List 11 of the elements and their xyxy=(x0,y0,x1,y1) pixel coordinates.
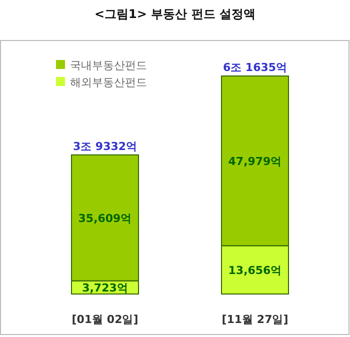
x-tick-label: [01월 02일] xyxy=(72,313,138,326)
legend-label: 국내부동산펀드 xyxy=(70,59,147,72)
data-label: 47,979억 xyxy=(228,154,282,168)
x-tick-label: [11월 27일] xyxy=(222,313,288,326)
total-label: 6조 1635억 xyxy=(222,61,288,74)
data-label: 13,656억 xyxy=(228,264,282,277)
legend-label: 해외부동산펀드 xyxy=(70,76,147,89)
data-label: 35,609억 xyxy=(78,212,132,225)
chart-title: <그림1> 부동산 펀드 설정액 xyxy=(94,7,256,21)
data-label: 3,723억 xyxy=(82,281,128,294)
total-label: 3조 9332억 xyxy=(72,140,138,153)
